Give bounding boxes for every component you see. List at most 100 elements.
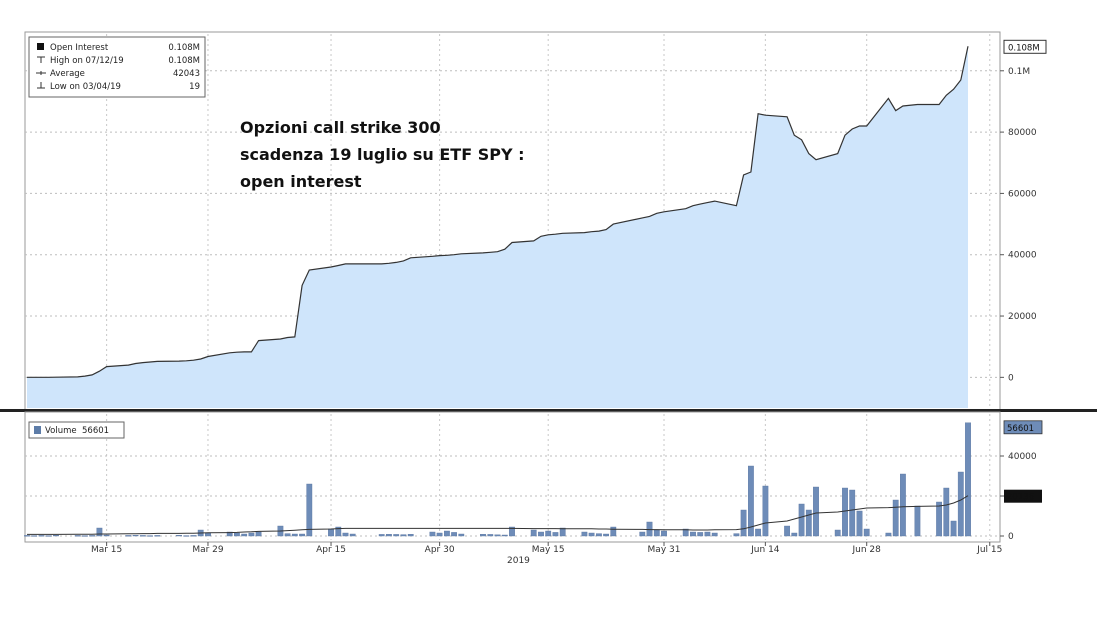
volume-bar — [349, 533, 356, 537]
title-line-1: Opzioni call strike 300 — [240, 118, 441, 137]
volume-bar — [791, 532, 798, 537]
volume-bar — [132, 535, 139, 537]
volume-last-badge: 56601 — [1003, 420, 1043, 435]
volume-bar — [487, 534, 494, 537]
volume-bar — [711, 532, 718, 537]
volume-bar — [784, 525, 791, 537]
volume-bar — [444, 530, 450, 537]
volume-bar — [299, 533, 305, 537]
volume-bar — [45, 535, 52, 537]
legend-entry: Low on 03/04/19 19 — [37, 82, 200, 92]
volume-bar — [96, 527, 103, 537]
open-interest-area — [27, 46, 968, 409]
y-tick-label: 0.1M — [1008, 67, 1030, 77]
volume-bar — [856, 510, 863, 537]
legend-entry: Average 42043 — [36, 69, 200, 79]
volume-moving-average — [27, 495, 969, 535]
legend-label: Average — [50, 69, 85, 79]
volume-bar — [74, 535, 81, 537]
volume-bar — [458, 533, 465, 537]
volume-bar — [639, 531, 646, 537]
legend-marker — [37, 43, 44, 50]
volume-bar — [653, 529, 660, 537]
volume-bar — [813, 486, 819, 537]
volume-legend-label: Volume — [45, 426, 77, 436]
volume-bar — [24, 535, 30, 537]
volume-bar — [284, 533, 291, 537]
legend-value: 19 — [189, 82, 200, 92]
title-line-3: open interest — [240, 172, 362, 191]
volume-bar — [646, 521, 653, 537]
volume-bar — [205, 532, 211, 537]
volume-bar — [805, 509, 812, 537]
volume-bar — [842, 487, 848, 537]
volume-bar — [936, 501, 943, 537]
volume-bar — [480, 534, 486, 537]
volume-bar — [596, 533, 602, 537]
x-tick-label: Apr 30 — [425, 545, 455, 555]
legend-marker — [37, 56, 45, 63]
x-tick-label: Jun 14 — [750, 545, 780, 555]
volume-bar — [407, 534, 414, 537]
annotation-title: Opzioni call strike 300 scadenza 19 lugl… — [240, 118, 525, 191]
volume-bar — [755, 528, 762, 537]
legend-label: Low on 03/04/19 — [50, 82, 121, 92]
legend-label: High on 07/12/19 — [50, 56, 124, 66]
volume-bar — [690, 531, 696, 537]
volume-bar — [38, 535, 45, 537]
volume-bar — [190, 535, 197, 537]
y-axis-ticks: 0 20000 40000 60000 80000 0.1M — [1000, 67, 1037, 383]
legend-entry: Open Interest 0.108M — [37, 43, 200, 53]
volume-bar — [342, 532, 349, 537]
volume-bar — [588, 532, 595, 537]
volume-bar — [436, 532, 443, 537]
last-value-badge: 0.108M — [1003, 39, 1047, 54]
volume-bar — [291, 533, 298, 537]
x-tick-label: May 15 — [532, 545, 565, 555]
legend-marker — [36, 71, 46, 75]
volume-bar — [545, 530, 552, 537]
volume-bar — [748, 465, 754, 537]
volume-bar — [248, 532, 255, 537]
volume-bar — [581, 531, 588, 537]
volume-bar — [914, 505, 921, 537]
volume-bar — [31, 535, 38, 537]
volume-bar — [682, 528, 689, 537]
volume-bar — [255, 531, 262, 537]
volume-bar — [892, 499, 899, 537]
volume-bar — [176, 535, 182, 537]
legend-value: 0.108M — [168, 43, 200, 53]
volume-bar — [610, 526, 617, 537]
volume-bar — [53, 535, 59, 537]
legend-label: Open Interest — [50, 43, 109, 53]
volume-bar — [81, 535, 88, 537]
svg-text:56601: 56601 — [1007, 424, 1034, 434]
volume-bar — [552, 532, 559, 537]
volume-bar — [429, 531, 436, 537]
legend-value: 0.108M — [168, 56, 200, 66]
open-interest-line — [27, 46, 969, 378]
volume-bar — [798, 503, 805, 537]
y-tick-label: 80000 — [1008, 128, 1037, 138]
volume-bar — [306, 483, 313, 537]
volume-bar — [154, 535, 161, 537]
volume-bar — [762, 485, 769, 537]
legend-marker — [37, 82, 45, 89]
legend: Open Interest 0.108M High on 07/12/19 0.108… — [28, 36, 206, 98]
volume-bar — [226, 531, 233, 537]
y-tick-label: 60000 — [1008, 189, 1037, 199]
volume-bar — [965, 422, 971, 537]
volume-bar — [530, 529, 537, 537]
volume-bar — [139, 535, 146, 537]
volume-y-tick-label: 40000 — [1008, 452, 1037, 462]
volume-bar — [103, 534, 110, 537]
volume-bar — [335, 526, 342, 537]
volume-bar — [147, 535, 153, 537]
volume-bar — [733, 533, 740, 537]
volume-bar — [233, 532, 240, 537]
x-tick-label: Jun 28 — [852, 545, 882, 555]
volume-bar — [183, 535, 190, 537]
volume-bar — [89, 535, 96, 537]
volume-bar — [943, 487, 950, 537]
